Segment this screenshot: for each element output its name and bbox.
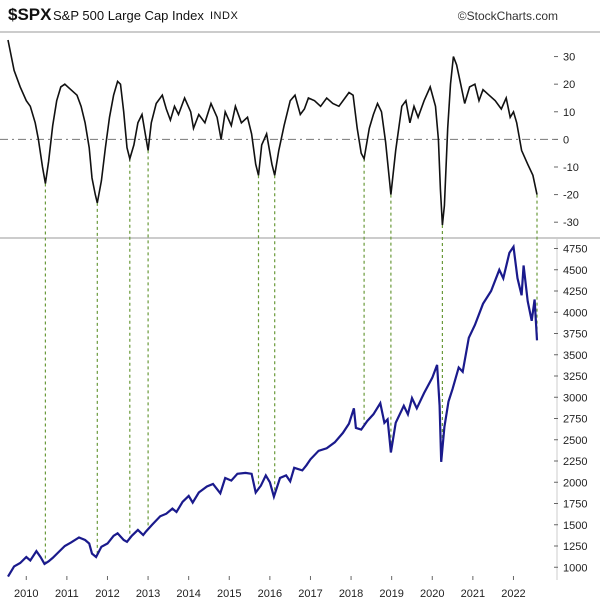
oscillator-line bbox=[7, 39, 538, 226]
price-y-axis: 4750 4500 4250 4000 3750 3500 3250 3000 2750 2500… bbox=[554, 244, 587, 574]
x-tick-label: 2013 bbox=[136, 588, 160, 600]
osc-tick-label: -20 bbox=[563, 190, 579, 202]
x-tick-label: 2014 bbox=[176, 588, 200, 600]
osc-tick-label: 20 bbox=[563, 79, 575, 91]
x-tick-label: 2015 bbox=[217, 588, 241, 600]
exchange-label: INDX bbox=[210, 10, 239, 22]
price-tick-label: 2500 bbox=[563, 435, 587, 447]
osc-tick-label: -30 bbox=[563, 217, 579, 229]
price-tick-label: 3500 bbox=[563, 350, 587, 362]
price-tick-label: 1000 bbox=[563, 562, 587, 574]
price-tick-label: 2000 bbox=[563, 477, 587, 489]
price-tick-label: 3250 bbox=[563, 371, 587, 383]
watermark: ©StockCharts.com bbox=[457, 9, 558, 23]
oscillator-y-axis: 30 20 10 0 -10 -20 -30 bbox=[554, 52, 579, 229]
ticker-symbol: $SPX bbox=[8, 5, 52, 24]
x-tick-label: 2016 bbox=[258, 588, 282, 600]
x-tick-label: 2010 bbox=[14, 588, 38, 600]
price-tick-label: 4750 bbox=[563, 244, 587, 256]
x-tick-label: 2017 bbox=[298, 588, 322, 600]
price-tick-label: 2750 bbox=[563, 414, 587, 426]
x-tick-label: 2021 bbox=[461, 588, 485, 600]
price-tick-label: 4250 bbox=[563, 286, 587, 298]
price-tick-label: 1250 bbox=[563, 541, 587, 553]
x-tick-label: 2012 bbox=[95, 588, 119, 600]
price-tick-label: 1500 bbox=[563, 520, 587, 532]
price-tick-label: 1750 bbox=[563, 499, 587, 511]
price-line bbox=[7, 243, 539, 578]
price-tick-label: 3000 bbox=[563, 392, 587, 404]
x-tick-label: 2020 bbox=[420, 588, 444, 600]
x-tick-label: 2018 bbox=[339, 588, 363, 600]
osc-tick-label: 0 bbox=[563, 134, 569, 146]
price-tick-label: 2250 bbox=[563, 456, 587, 468]
osc-tick-label: 10 bbox=[563, 107, 575, 119]
osc-tick-label: -10 bbox=[563, 162, 579, 174]
x-tick-label: 2019 bbox=[379, 588, 403, 600]
price-tick-label: 4500 bbox=[563, 265, 587, 277]
price-tick-label: 3750 bbox=[563, 329, 587, 341]
x-tick-label: 2022 bbox=[501, 588, 525, 600]
osc-tick-label: 30 bbox=[563, 52, 575, 64]
x-tick-label: 2011 bbox=[55, 588, 79, 600]
guide-lines bbox=[44, 150, 538, 564]
chart-header: $SPX S&P 500 Large Cap Index INDX ©Stock… bbox=[8, 4, 592, 30]
x-axis: 2010 2011 2012 2013 2014 2015 2016 2017 2018 2019… bbox=[14, 576, 526, 600]
chart-frame bbox=[0, 31, 600, 580]
price-tick-label: 4000 bbox=[563, 307, 587, 319]
index-name: S&P 500 Large Cap Index bbox=[53, 8, 204, 23]
